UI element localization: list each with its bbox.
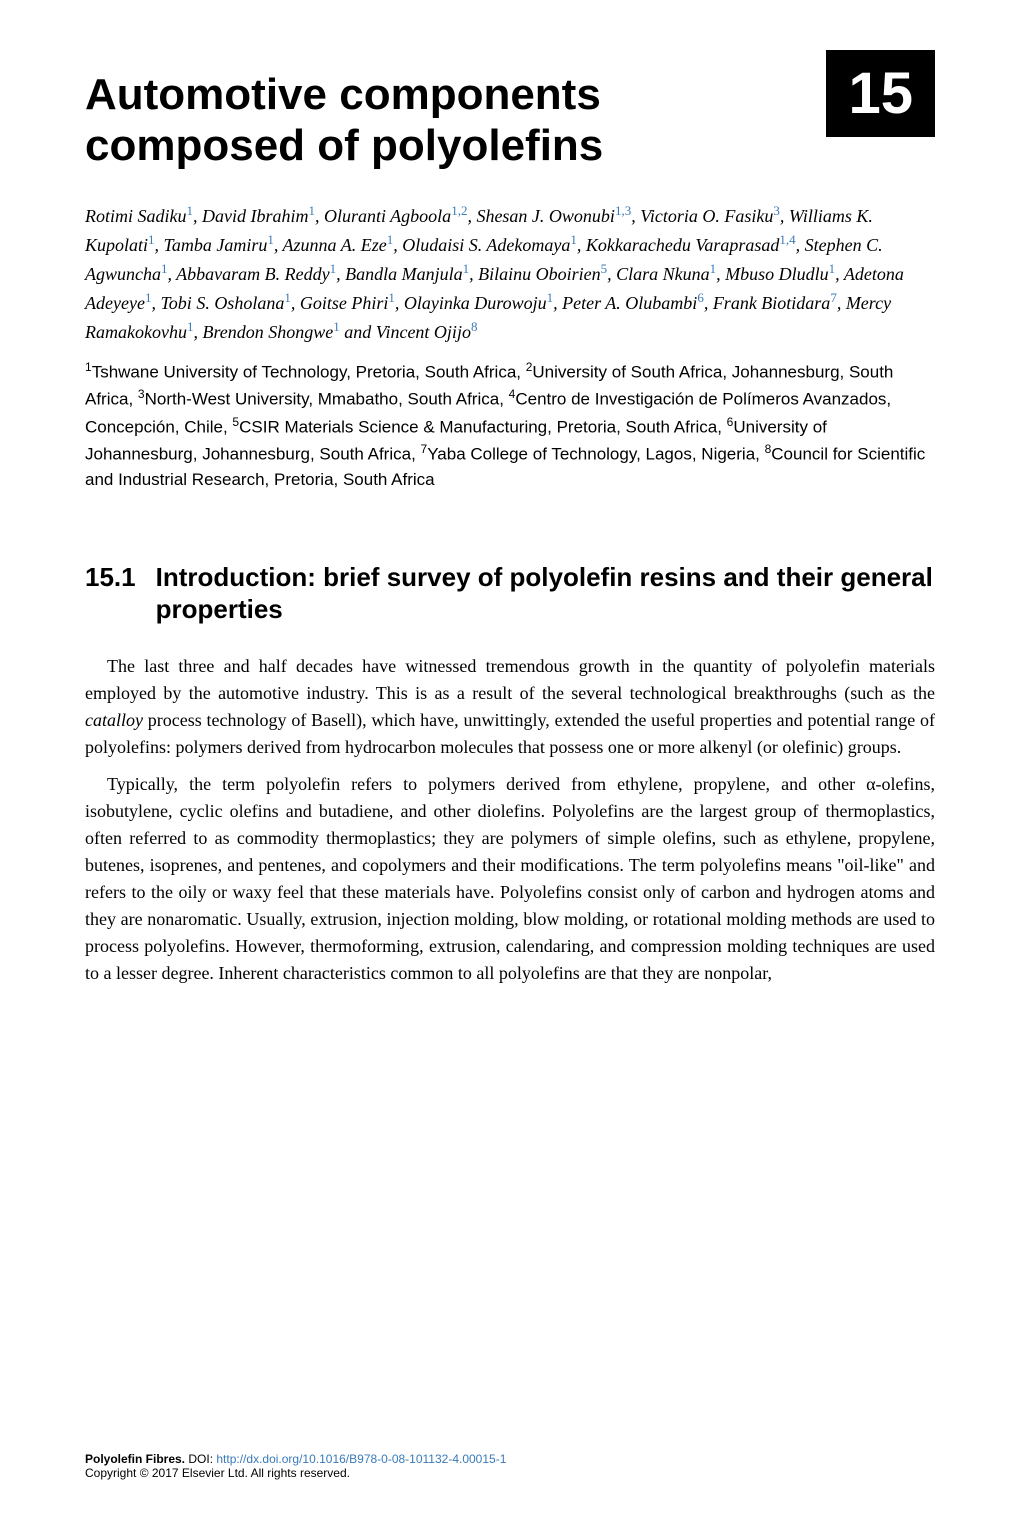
footer-title: Polyolefin Fibres. (85, 1452, 185, 1466)
affil-text: North-West University, Mmabatho, South A… (145, 390, 509, 409)
author-name: , Tobi S. Osholana (151, 293, 284, 313)
author-affil-sup: 1,4 (779, 232, 795, 247)
affil-text: Tshwane University of Technology, Pretor… (92, 363, 526, 382)
author-list: Rotimi Sadiku1, David Ibrahim1, Oluranti… (85, 201, 935, 346)
author-name: , Clara Nkuna (607, 264, 710, 284)
author-affil-sup: 1,2 (451, 203, 467, 218)
author-name: and Vincent Ojijo (340, 322, 471, 342)
author-name: , Shesan J. Owonubi (467, 206, 615, 226)
affiliation-list: 1Tshwane University of Technology, Preto… (85, 358, 935, 492)
author-name: , Peter A. Olubambi (553, 293, 697, 313)
paragraph-text: The last three and half decades have wit… (85, 656, 935, 703)
author-affil-sup: 8 (471, 319, 478, 334)
footer-line-1: Polyolefin Fibres. DOI: http://dx.doi.or… (85, 1452, 506, 1466)
author-name: , Tamba Jamiru (155, 235, 268, 255)
affil-text: Yaba College of Technology, Lagos, Niger… (427, 444, 764, 463)
author-name: Rotimi Sadiku (85, 206, 187, 226)
chapter-header: Automotive components composed of polyol… (85, 70, 935, 171)
italic-term: catalloy (85, 710, 143, 730)
author-name: , Oluranti Agboola (315, 206, 451, 226)
author-name: , Goitse Phiri (291, 293, 389, 313)
author-name: , Olayinka Durowoju (395, 293, 547, 313)
doi-link[interactable]: http://dx.doi.org/10.1016/B978-0-08-1011… (216, 1452, 506, 1466)
section-number: 15.1 (85, 562, 136, 593)
author-name: , David Ibrahim (193, 206, 309, 226)
footer-copyright: Copyright © 2017 Elsevier Ltd. All right… (85, 1466, 506, 1480)
affil-text: CSIR Materials Science & Manufacturing, … (239, 417, 727, 436)
chapter-number-box: 15 (826, 50, 935, 137)
author-name: , Bilainu Oboirien (469, 264, 601, 284)
author-name: , Azunna A. Eze (274, 235, 387, 255)
author-name: , Oludaisi S. Adekomaya (393, 235, 570, 255)
body-paragraph: Typically, the term polyolefin refers to… (85, 771, 935, 987)
section-heading: 15.1 Introduction: brief survey of polyo… (85, 562, 935, 624)
page-footer: Polyolefin Fibres. DOI: http://dx.doi.or… (85, 1452, 506, 1480)
footer-doi-label: DOI: (185, 1452, 216, 1466)
author-name: , Victoria O. Fasiku (631, 206, 773, 226)
body-paragraph: The last three and half decades have wit… (85, 653, 935, 761)
affil-number: 1 (85, 360, 92, 374)
chapter-title: Automotive components composed of polyol… (85, 70, 796, 171)
author-name: , Brendon Shongwe (193, 322, 333, 342)
author-name: , Abbavaram B. Reddy (168, 264, 330, 284)
author-affil-sup: 1,3 (615, 203, 631, 218)
author-name: , Frank Biotidara (704, 293, 831, 313)
author-name: , Mbuso Dludlu (716, 264, 829, 284)
author-name: , Bandla Manjula (336, 264, 463, 284)
affil-number: 3 (138, 387, 145, 401)
paragraph-text: process technology of Basell), which hav… (85, 710, 935, 757)
author-name: , Kokkarachedu Varaprasad (577, 235, 779, 255)
section-title: Introduction: brief survey of polyolefin… (156, 562, 935, 624)
